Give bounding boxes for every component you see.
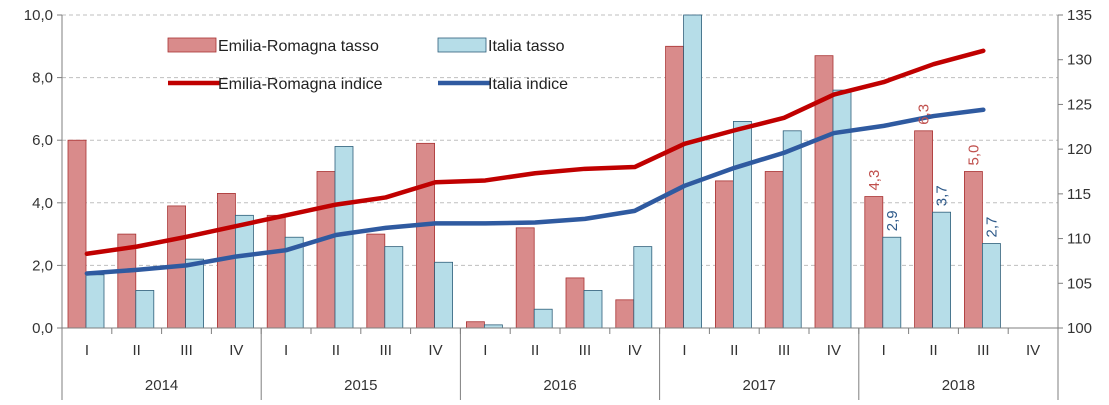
year-label: 2016 [543, 377, 576, 394]
bar [185, 258, 205, 329]
x-tick-label: I [882, 342, 886, 359]
bar [465, 321, 485, 329]
y-tick-label: 2,0 [32, 257, 53, 274]
x-tick-label: I [284, 342, 288, 359]
y2-tick-label: 135 [1067, 7, 1092, 24]
bar [366, 233, 386, 329]
bar [764, 171, 784, 329]
data-label: 2,9 [884, 210, 901, 231]
x-tick-label: III [977, 342, 990, 359]
data-label: 4,3 [866, 170, 883, 191]
bar [565, 277, 585, 329]
legend-label: Italia tasso [488, 38, 565, 55]
gridlines [62, 14, 1058, 266]
y-tick-label: 4,0 [32, 195, 53, 212]
bar [932, 211, 951, 329]
series-line [84, 48, 986, 257]
bar [67, 139, 87, 329]
index-lines [84, 48, 986, 276]
bar [832, 89, 852, 329]
y-tick-label: 0,0 [32, 320, 53, 337]
x-tick-label: I [85, 342, 89, 359]
bar [683, 14, 702, 329]
bar [384, 246, 404, 329]
y2-tick-label: 105 [1067, 275, 1092, 292]
x-tick-label: II [531, 342, 539, 359]
x-tick-label: IV [428, 342, 442, 359]
y2-tick-label: 115 [1067, 186, 1091, 203]
bar [533, 308, 553, 329]
bar [434, 261, 454, 329]
bar [515, 227, 535, 329]
x-tick-label: III [778, 342, 791, 359]
y-tick-label: 6,0 [32, 132, 53, 149]
data-label: 3,7 [934, 185, 951, 206]
year-label: 2018 [942, 377, 975, 394]
axes: 0,0 2,0 4,0 6,0 8,0 10,0 100 105 110 115 120 125 130… [24, 7, 1092, 400]
x-tick-label: II [332, 342, 340, 359]
data-label: 6,3 [916, 104, 933, 125]
y2-tick-label: 100 [1067, 320, 1092, 337]
bar [782, 130, 802, 329]
bar [615, 299, 635, 329]
bar [733, 121, 752, 329]
y2-tick-label: 125 [1067, 96, 1092, 113]
y2-tick-label: 110 [1067, 231, 1091, 248]
bar [633, 246, 653, 329]
x-tick-label: III [180, 342, 193, 359]
year-label: 2014 [145, 377, 178, 394]
bar [914, 130, 933, 329]
bar [316, 171, 336, 329]
legend-label: Emilia-Romagna tasso [218, 38, 379, 55]
bar [583, 290, 603, 329]
x-tick-label: III [379, 342, 392, 359]
x-tick-label: IV [827, 342, 841, 359]
series-line [84, 107, 986, 276]
y2-tick-label: 120 [1067, 141, 1092, 158]
legend-swatch [437, 37, 487, 53]
x-tick-label: I [682, 342, 686, 359]
y2-tick-label: 130 [1067, 52, 1092, 69]
data-label: 5,0 [965, 145, 982, 166]
bar [85, 274, 105, 329]
legend-swatch [167, 37, 217, 53]
x-tick-label: II [133, 342, 141, 359]
legend-label: Emilia-Romagna indice [218, 76, 383, 93]
x-tick-label: II [929, 342, 937, 359]
bar [266, 214, 286, 329]
legend: Emilia-Romagna tasso Italia tasso Emilia-R… [167, 37, 568, 93]
x-tick-label: I [483, 342, 487, 359]
bar [715, 180, 734, 329]
legend-label: Italia indice [488, 76, 568, 93]
bar [416, 142, 436, 329]
x-tick-label: IV [229, 342, 243, 359]
bar [982, 243, 1001, 329]
year-label: 2015 [344, 377, 377, 394]
bar [234, 214, 254, 329]
bar [864, 196, 884, 329]
y-tick-label: 8,0 [32, 70, 53, 87]
bar [334, 146, 354, 329]
x-tick-label: IV [1026, 342, 1040, 359]
x-tick-label: IV [628, 342, 642, 359]
year-label: 2017 [743, 377, 776, 394]
x-tick-label: II [730, 342, 738, 359]
bar [135, 290, 155, 329]
bar [882, 236, 902, 329]
data-labels: 4,3 6,3 5,0 2,9 3,7 2,7 [866, 104, 1001, 238]
data-label: 2,7 [983, 217, 1000, 238]
y-tick-label: 10,0 [24, 7, 53, 24]
bar [964, 171, 983, 329]
x-tick-label: III [579, 342, 592, 359]
